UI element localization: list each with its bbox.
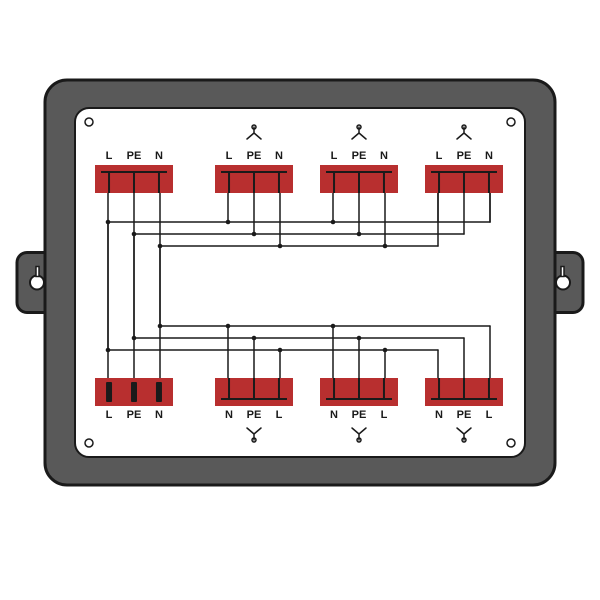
pin-label: PE [457, 410, 472, 421]
pin-label: PE [247, 151, 262, 162]
pin-label: L [276, 410, 283, 421]
terminal-B3 [320, 378, 398, 406]
terminal-T2 [215, 165, 293, 193]
pin-label: L [486, 410, 493, 421]
pin-label: PE [352, 410, 367, 421]
pin-label: PE [247, 410, 262, 421]
terminal-T3 [320, 165, 398, 193]
terminal-T4 [425, 165, 503, 193]
pin-label: L [226, 151, 233, 162]
terminal-T1 [95, 165, 173, 193]
pin-label: N [275, 151, 283, 162]
pin-label: L [331, 151, 338, 162]
pin-label: PE [352, 151, 367, 162]
terminal-B2 [215, 378, 293, 406]
pin-label: N [380, 151, 388, 162]
pin-label: PE [127, 151, 142, 162]
pin-label: PE [457, 151, 472, 162]
pin-label: N [485, 151, 493, 162]
pin-label: N [155, 410, 163, 421]
pin-label: PE [127, 410, 142, 421]
terminal-B1 [95, 378, 173, 406]
wiring-diagram [0, 0, 600, 600]
pin-label: L [381, 410, 388, 421]
pin-label: L [106, 151, 113, 162]
pin-label: N [330, 410, 338, 421]
terminal-B4 [425, 378, 503, 406]
pin-label: N [435, 410, 443, 421]
pin-label: L [436, 151, 443, 162]
pin-label: N [225, 410, 233, 421]
pin-label: L [106, 410, 113, 421]
pin-label: N [155, 151, 163, 162]
